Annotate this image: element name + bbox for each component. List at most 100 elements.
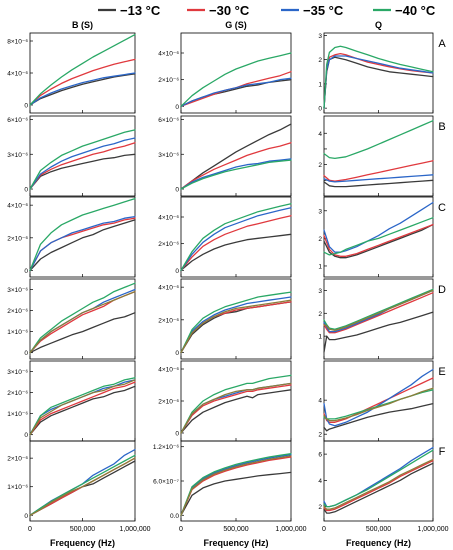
column-title-1: B (S) [72,20,93,30]
series-line-3 [29,137,136,190]
series-line-4 [29,129,136,190]
series-line-2 [180,215,292,271]
y-tick-label: 1 [318,81,322,88]
series-line-2 [323,292,434,334]
series-line-4 [29,33,136,106]
series-line-5 [29,290,136,354]
x-tick-label: 500,000 [223,526,248,533]
series-line-3 [29,288,136,354]
series-line-4 [323,288,434,330]
x-tick-label: 1,000,000 [417,526,448,533]
series-line-4 [29,282,136,354]
series-line-2 [29,217,136,272]
y-tick-label: 8×10⁻⁶ [7,39,28,46]
y-tick-label: 3×10⁻⁶ [7,287,28,294]
series-line-5 [29,379,136,436]
panel-frame [180,278,292,360]
series-line-2 [323,223,434,257]
y-tick-label: 2×10⁻⁶ [7,308,28,315]
series-line-4 [323,217,434,256]
y-tick-label: 4×10⁻⁶ [158,215,179,222]
series-line-3 [323,368,434,427]
series-line-1 [180,79,292,107]
series-line-2 [29,58,136,106]
y-tick-label: 6×10⁻⁶ [7,117,28,124]
series-line-4 [180,159,292,190]
y-tick-label: 3×10⁻⁶ [7,152,28,159]
panel-A-3: 0 1 2 3 [318,32,434,114]
series-line-1 [323,311,434,353]
series-line-1 [323,462,434,514]
series-line-2 [29,290,136,354]
panel-frame [29,440,136,522]
panel-C-2: 0 2×10⁻⁶ 4×10⁻⁶ [158,196,292,278]
legend-label-3: −35 °C [303,3,344,18]
column-title-2: G (S) [225,20,247,30]
panel-F-1: 0 1×10⁻⁶ 2×10⁻⁶ 0 500,000 1,000,000 [7,440,151,533]
y-tick-label: 0 [24,432,28,439]
column-title-3: Q [375,20,382,30]
y-tick-label: 0 [175,104,179,111]
y-tick-label: 0 [175,187,179,194]
series-line-3 [180,77,292,107]
series-line-2 [323,160,434,182]
legend-label-2: −30 °C [209,3,250,18]
panel-F-2: 0.0 6.0×10⁻⁷ 1.2×10⁻⁶ 0 500,000 1,000,000 [153,440,307,533]
y-tick-label: 2×10⁻⁶ [158,399,179,406]
panel-E-2: 0 2×10⁻⁶ 4×10⁻⁶ [158,360,292,442]
legend-label-4: −40 °C [395,3,436,18]
legend-label-1: −13 °C [120,3,161,18]
panel-B-1: 0 3×10⁻⁶ 6×10⁻⁶ [7,115,136,197]
y-tick-label: 4×10⁻⁶ [158,367,179,374]
x-tick-label: 0 [28,526,32,533]
y-tick-label: 2 [318,432,322,439]
panel-frame [323,278,434,360]
series-line-3 [29,72,136,106]
series-line-3 [323,446,434,508]
panel-E-3: 24 [318,360,434,442]
series-line-2 [180,456,292,516]
x-tick-label: 500,000 [70,526,95,533]
series-line-2 [29,381,136,436]
panel-E-1: 0 1×10⁻⁶ 2×10⁻⁶ 3×10⁻⁶ [7,360,136,442]
row-label-C: C [438,202,446,214]
y-tick-label: 0 [24,513,28,520]
y-tick-label: 1.2×10⁻⁶ [153,444,179,451]
y-tick-label: 2×10⁻⁶ [158,241,179,248]
panel-frame [180,115,292,197]
y-tick-label: 3 [318,208,322,215]
y-tick-label: 4 [318,131,322,138]
panel-frame [323,360,434,442]
series-line-1 [29,312,136,354]
y-tick-label: 0 [24,103,28,110]
y-tick-label: 0 [318,106,322,113]
panel-frame [180,32,292,114]
series-line-1 [29,219,136,272]
figure-labels: B (S) G (S) Q A B C D E F Frequency (Hz) Frequency… [50,20,446,548]
series-line-2 [29,142,136,190]
row-label-B: B [438,121,445,133]
panel-D-2: 0 2×10⁻⁶ 4×10⁻⁶ [158,278,292,360]
x-axis-label-2: Frequency (Hz) [203,538,268,548]
y-tick-label: 4×10⁻⁶ [158,285,179,292]
panel-frame [29,278,136,360]
row-label-A: A [438,38,446,50]
panel-frame [180,360,292,442]
y-tick-label: 2×10⁻⁶ [7,235,28,242]
panel-F-3: 2 4 6 0 500,000 1,000,000 [318,440,449,533]
panel-frame [323,196,434,278]
panel-C-1: 0 2×10⁻⁶ 4×10⁻⁶ [7,196,136,278]
series-line-4 [323,45,434,109]
series-line-5 [29,457,136,516]
series-line-3 [180,296,292,354]
y-tick-label: 0 [24,187,28,194]
y-tick-label: 1×10⁻⁶ [7,484,28,491]
y-tick-label: 3 [318,288,322,295]
panel-frame [29,196,136,278]
series-line-4 [180,52,292,107]
series-line-1 [180,389,292,434]
y-tick-label: 0.0 [170,513,179,520]
y-tick-label: 2 [318,236,322,243]
y-tick-label: 2 [318,162,322,169]
